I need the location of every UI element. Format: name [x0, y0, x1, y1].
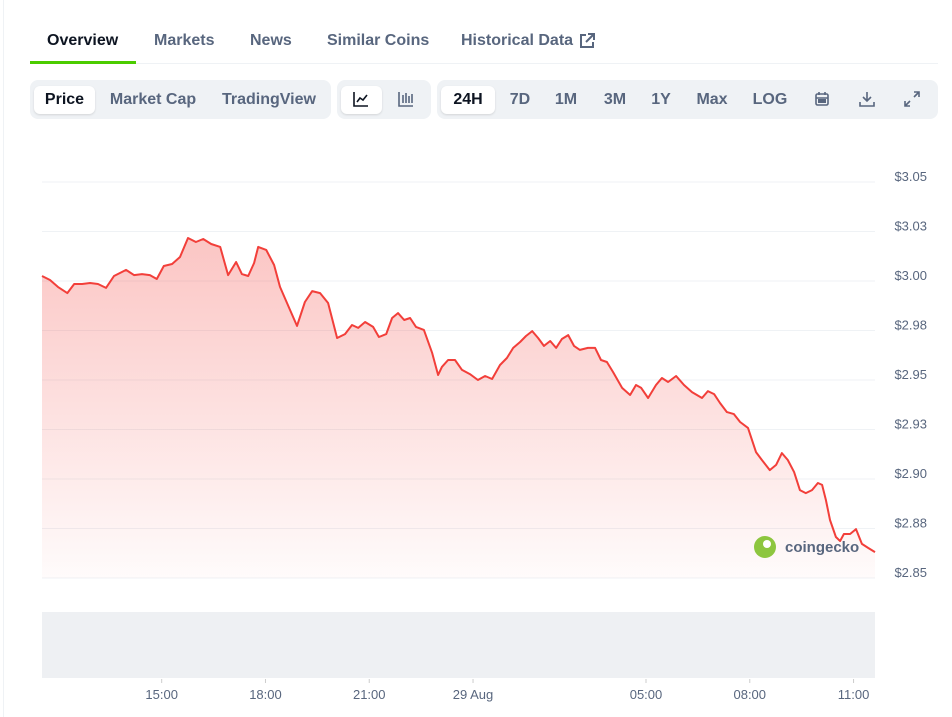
watermark-text: coingecko [785, 539, 859, 556]
y-tick-label: $2.95 [894, 367, 927, 382]
tab-border [30, 63, 938, 64]
y-tick-label: $2.98 [894, 318, 927, 333]
price-line [41, 237, 876, 553]
left-border [3, 0, 4, 717]
y-tick-label: $3.05 [894, 169, 927, 184]
tab-underline [30, 61, 136, 64]
tab[interactable]: Overview [47, 32, 119, 49]
tab[interactable]: Markets [154, 32, 215, 49]
range-button[interactable]: 1Y [651, 91, 671, 108]
view-button[interactable]: TradingView [222, 91, 316, 108]
range-button[interactable]: 7D [509, 91, 531, 108]
range-button[interactable]: 3M [603, 91, 627, 108]
line-chart-icon[interactable] [352, 90, 370, 108]
x-tick-label: 21:00 [353, 687, 386, 702]
range-button[interactable]: Max [696, 91, 728, 108]
range-button[interactable]: LOG [752, 91, 788, 108]
x-tick-label: 05:00 [630, 687, 663, 702]
y-tick-label: $3.00 [894, 268, 927, 283]
y-tick-label: $2.93 [894, 417, 927, 432]
tab[interactable]: News [250, 32, 292, 49]
x-tick-label: 15:00 [145, 687, 178, 702]
price-area [42, 238, 875, 578]
y-tick-label: $2.88 [894, 516, 927, 531]
candle-chart-icon[interactable] [397, 90, 415, 108]
x-tick-label: 18:00 [249, 687, 282, 702]
range-button[interactable]: 1M [554, 91, 578, 108]
download-icon[interactable] [858, 90, 876, 108]
x-tick-label: 29 Aug [453, 687, 494, 702]
y-tick-label: $3.03 [894, 219, 927, 234]
external-link-icon [580, 33, 595, 48]
x-tick-label: 08:00 [733, 687, 766, 702]
calendar-icon[interactable] [813, 90, 831, 108]
x-tick-label: 11:00 [838, 687, 870, 702]
expand-icon[interactable] [903, 90, 921, 108]
view-button[interactable]: Market Cap [109, 91, 197, 108]
volume-band [42, 612, 875, 678]
watermark: coingecko [754, 536, 859, 558]
tab[interactable]: Similar Coins [327, 32, 430, 49]
range-group [437, 80, 938, 119]
y-tick-label: $2.90 [894, 466, 927, 481]
y-tick-label: $2.85 [894, 565, 927, 580]
range-button[interactable]: 24H [441, 86, 495, 114]
line-chart-button[interactable] [341, 86, 382, 114]
tab[interactable]: Historical Data [461, 32, 574, 49]
view-button[interactable]: Price [34, 86, 95, 114]
